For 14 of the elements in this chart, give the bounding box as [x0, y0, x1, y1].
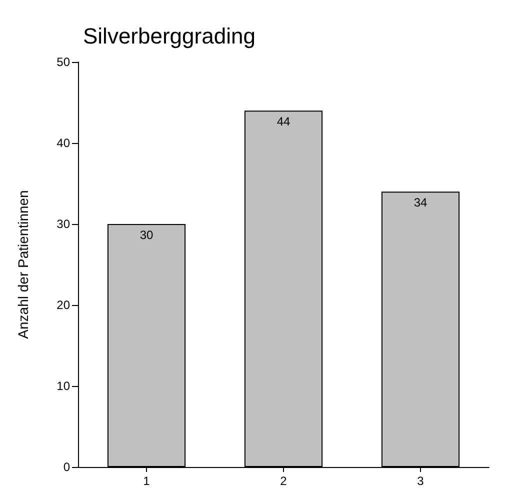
y-tick-label: 10 [56, 379, 70, 393]
y-tick-label: 30 [56, 217, 70, 231]
y-tick-label: 40 [56, 136, 70, 150]
x-tick-label: 3 [417, 474, 424, 488]
chart-title: Silverberggrading [83, 24, 256, 48]
y-tick-label: 0 [63, 460, 70, 474]
x-tick-label: 2 [280, 474, 288, 488]
data-label: 34 [414, 196, 428, 210]
y-tick-label: 50 [56, 55, 70, 69]
y-axis-title: Anzahl der Patientinnen [15, 190, 31, 339]
data-label: 30 [140, 228, 154, 242]
y-tick-label: 20 [56, 298, 70, 312]
data-label: 44 [276, 114, 290, 129]
x-tick-label: 1 [143, 474, 150, 488]
